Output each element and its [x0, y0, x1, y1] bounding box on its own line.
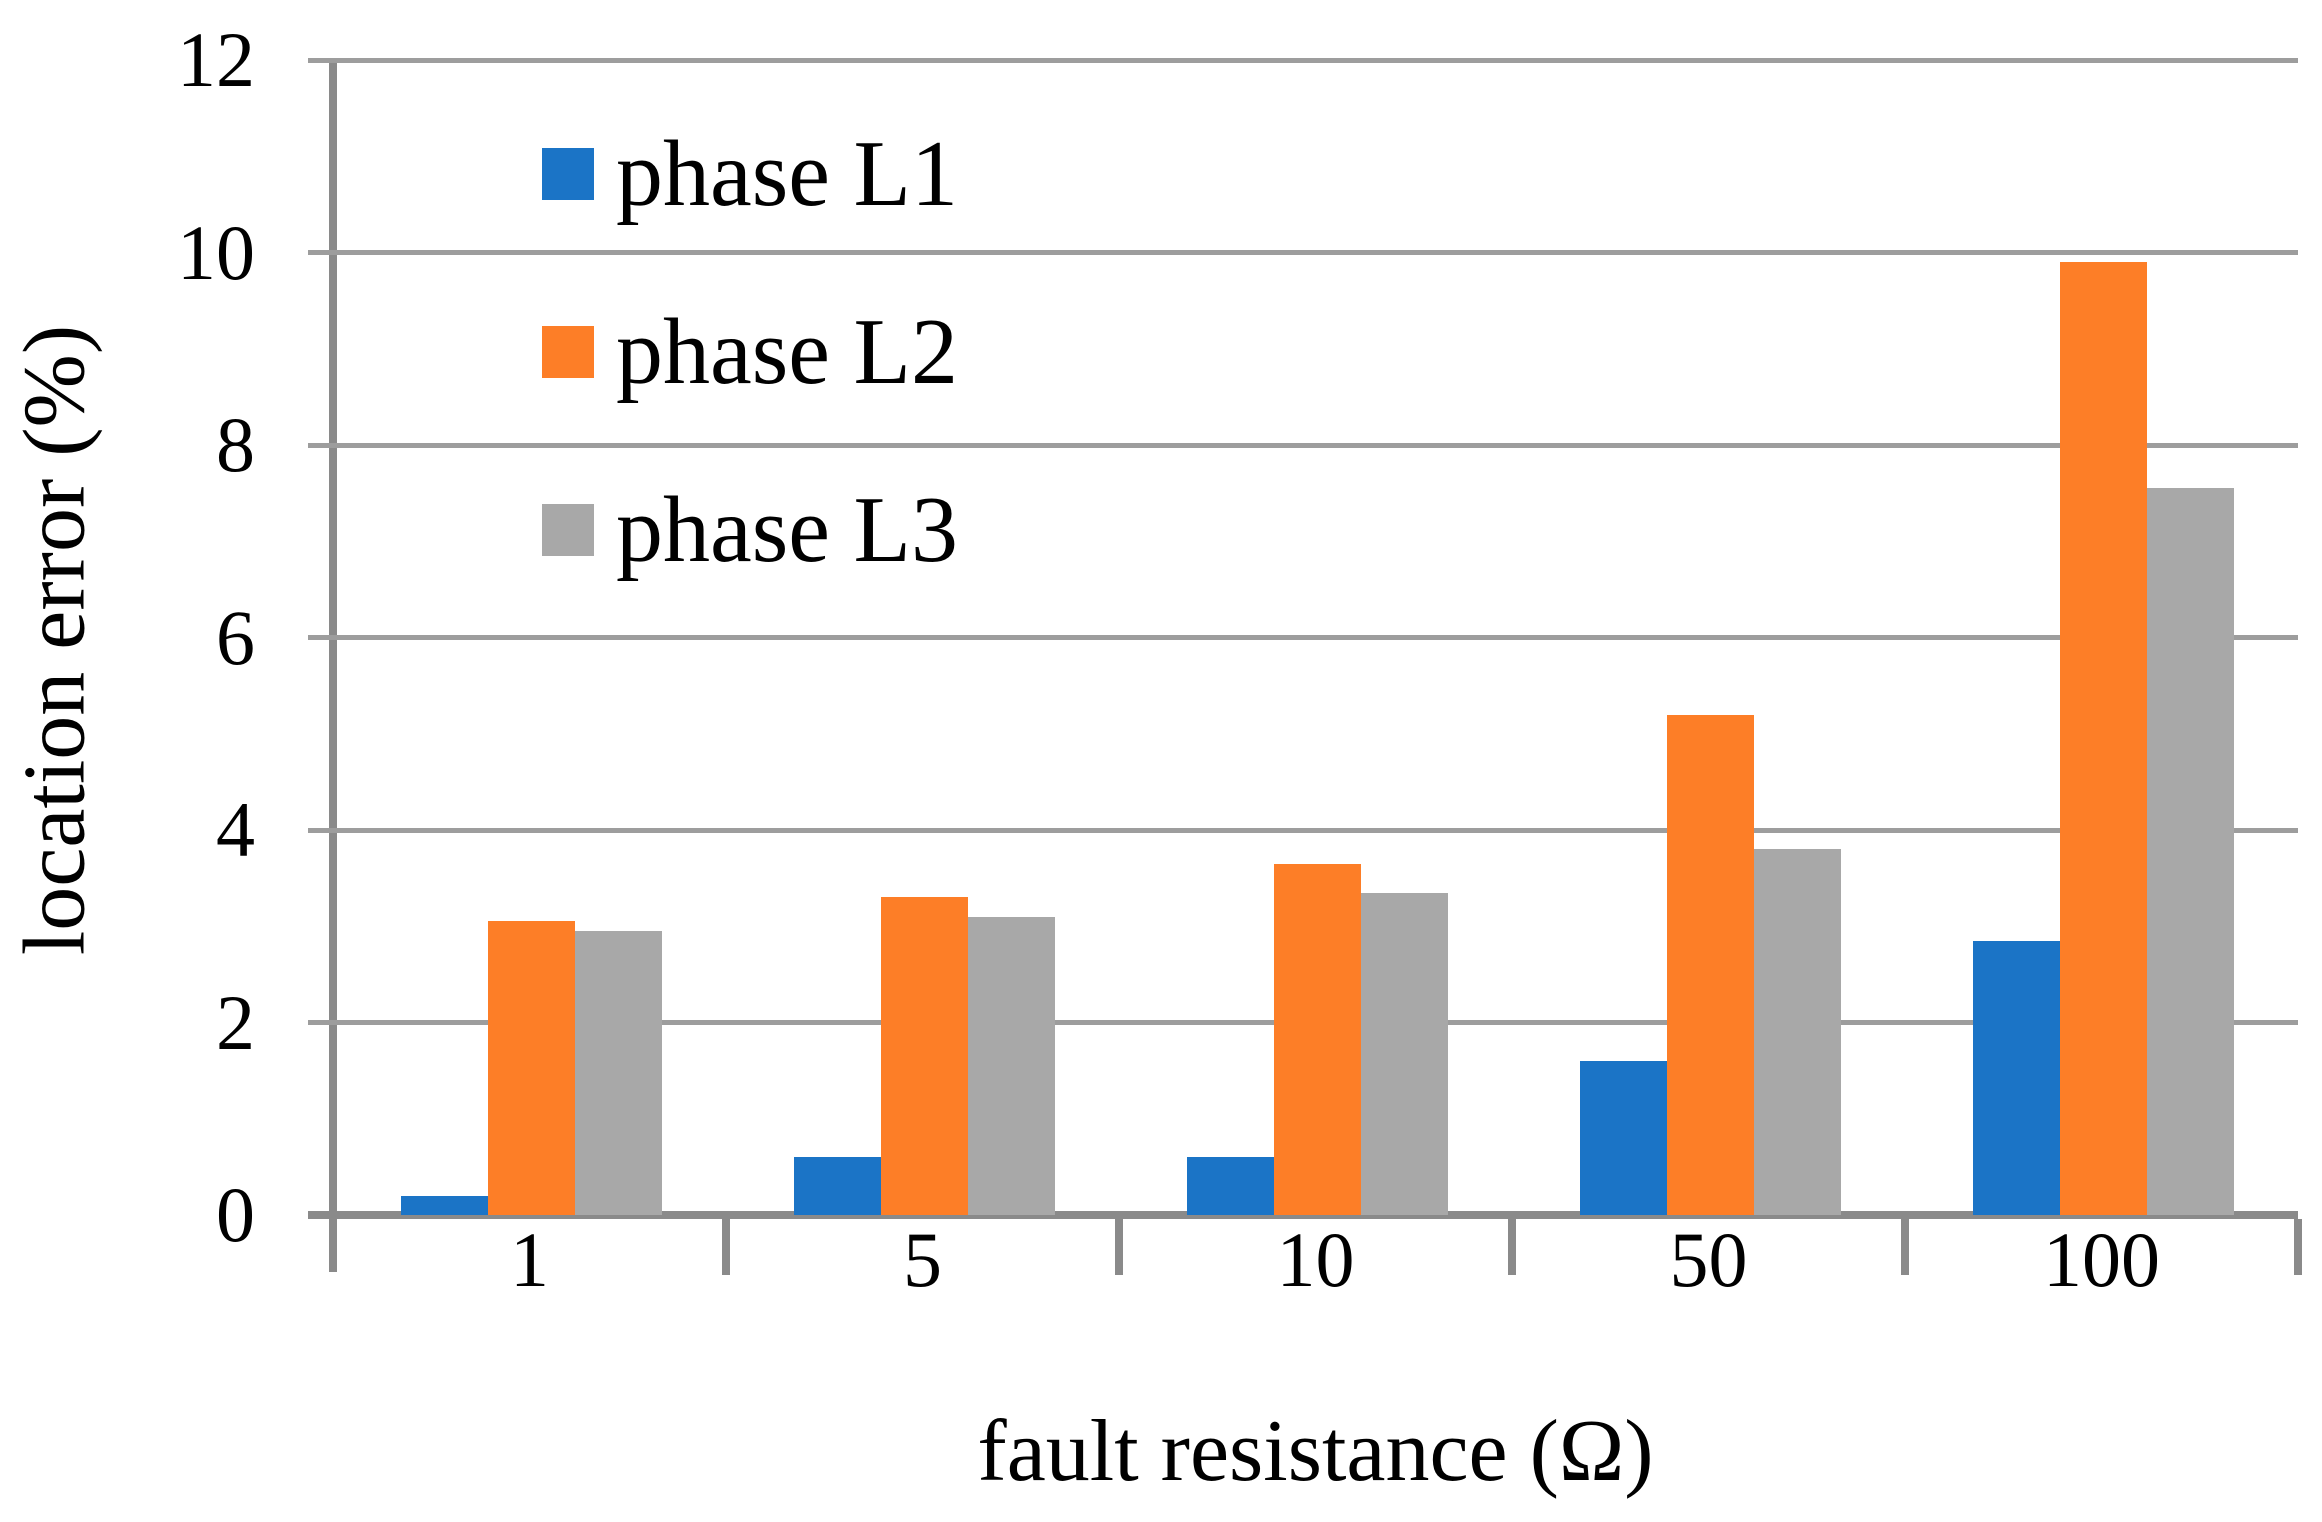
bar-phase-l2-r10	[1274, 863, 1361, 1215]
legend-swatch-icon	[542, 504, 594, 556]
legend-swatch-icon	[542, 148, 594, 200]
legend-item-phase-l1: phase L1	[542, 122, 958, 226]
legend-item-phase-l2: phase L2	[542, 300, 958, 404]
gridline-12	[308, 57, 2298, 63]
plot-area: phase L1 phase L2 phase L3	[308, 57, 2302, 1275]
bar-phase-l1-r5	[794, 1157, 881, 1215]
gridline-10	[308, 250, 2298, 255]
x-tick-label-100: 100	[2043, 1216, 2160, 1303]
y-tick-label-12: 12	[177, 16, 255, 103]
bar-phase-l1-r10	[1187, 1157, 1274, 1215]
y-tick-label-8: 8	[216, 401, 255, 488]
bar-phase-l2-r50	[1667, 714, 1754, 1215]
legend-label: phase L3	[616, 478, 958, 582]
x-axis-line	[308, 1211, 2298, 1219]
legend-swatch-icon	[542, 326, 594, 378]
legend-label: phase L1	[616, 122, 958, 226]
bar-phase-l3-r1	[575, 931, 662, 1215]
gridline-4	[308, 827, 2298, 833]
x-tick-5	[2294, 1219, 2302, 1275]
x-tick-label-10: 10	[1276, 1216, 1355, 1303]
x-axis-title: fault resistance (Ω)	[977, 1403, 1654, 1500]
y-tick-label-0: 0	[216, 1171, 255, 1258]
y-tick-label-2: 2	[216, 978, 255, 1066]
y-tick-label-10: 10	[177, 208, 255, 296]
bar-phase-l3-r100	[2147, 488, 2234, 1215]
bar-phase-l3-r50	[1754, 849, 1841, 1215]
bar-phase-l3-r5	[968, 916, 1055, 1215]
x-tick-4	[1901, 1219, 1909, 1275]
bar-phase-l1-r100	[1973, 940, 2060, 1215]
x-tick-3	[1508, 1219, 1516, 1275]
x-tick-label-50: 50	[1669, 1216, 1748, 1303]
legend-label: phase L2	[616, 300, 958, 404]
bar-phase-l2-r100	[2060, 262, 2147, 1215]
gridline-6	[308, 635, 2298, 640]
gridline-8	[308, 442, 2298, 448]
bar-phase-l3-r10	[1361, 892, 1448, 1215]
bar-phase-l2-r1	[488, 921, 575, 1215]
bar-phase-l2-r5	[881, 897, 968, 1215]
x-tick-1	[722, 1219, 730, 1275]
bar-phase-l1-r50	[1580, 1061, 1667, 1215]
y-tick-label-4: 4	[216, 786, 255, 873]
legend-item-phase-l3: phase L3	[542, 478, 958, 582]
x-tick-label-1: 1	[510, 1216, 549, 1303]
y-axis-line	[329, 60, 337, 1272]
x-tick-2	[1115, 1219, 1123, 1275]
y-tick-label-6: 6	[216, 593, 255, 681]
bar-phase-l1-r1	[401, 1195, 488, 1215]
x-tick-label-5: 5	[903, 1216, 942, 1303]
